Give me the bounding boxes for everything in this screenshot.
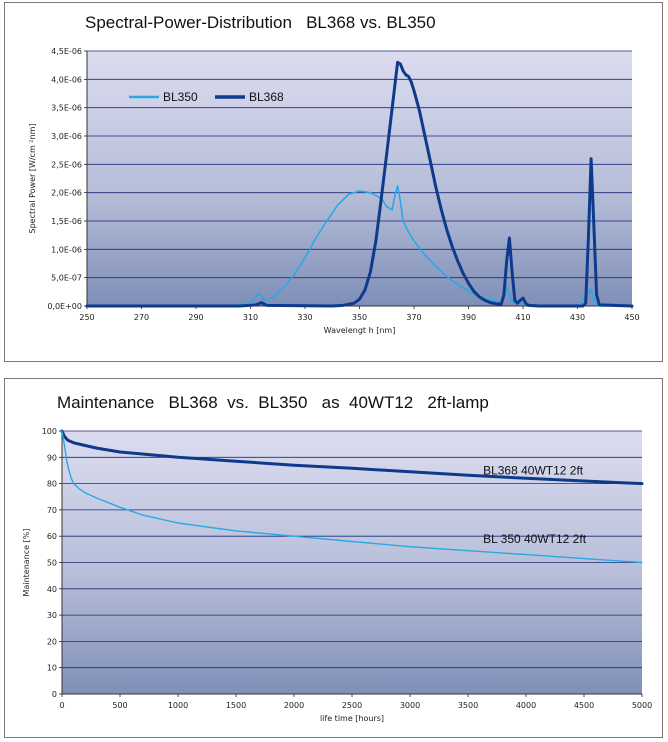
- y-tick-label: 90: [47, 453, 57, 462]
- x-tick-label: 2000: [284, 701, 304, 710]
- y-tick-label: 2,5E-06: [51, 160, 82, 169]
- x-tick-label: 3500: [458, 701, 478, 710]
- spectral-chart: 0,0E+00 5,0E-07 1,0E-06 1,5E-06 2,0E-06 2,5E-…: [28, 47, 640, 335]
- spectral-chart-panel: Spectral-Power-Distribution BL368 vs. BL…: [4, 2, 663, 362]
- series-annotation: BL 350 40WT12 2ft: [483, 532, 587, 546]
- y-tick-label: 4,5E-06: [51, 47, 82, 56]
- y-tick-label: 3,5E-06: [51, 104, 82, 113]
- y-axis-label: Maintenance [%]: [22, 529, 31, 597]
- x-tick-label: 270: [134, 313, 149, 322]
- x-tick-label: 290: [188, 313, 203, 322]
- y-tick-label: 40: [47, 585, 57, 594]
- y-tick-label: 1,0E-06: [51, 245, 82, 254]
- series-line-bl368: [85, 60, 634, 308]
- y-tick-label: 1,5E-06: [51, 217, 82, 226]
- y-tick-label: 4,0E-06: [51, 75, 82, 84]
- y-tick-label: 10: [47, 664, 57, 673]
- y-tick-label: 0,0E+00: [47, 302, 82, 311]
- x-tick-label: 3000: [400, 701, 420, 710]
- y-tick-label: 70: [47, 506, 57, 515]
- series-line-bl368-40wt12-2ft: [60, 429, 644, 486]
- chart-title: Maintenance BL368 vs. BL350 as 40WT12 2f…: [57, 393, 489, 412]
- y-tick-label: 5,0E-07: [51, 274, 82, 283]
- x-tick-label: 250: [79, 313, 94, 322]
- x-tick-label: 450: [624, 313, 639, 322]
- x-tick-label: 390: [461, 313, 476, 322]
- x-tick-label: 500: [112, 701, 127, 710]
- legend-label: BL368: [249, 90, 284, 104]
- x-tick-label: 5000: [632, 701, 652, 710]
- x-tick-label: 310: [243, 313, 258, 322]
- x-tick-label: 1500: [226, 701, 246, 710]
- chart-title: Spectral-Power-Distribution BL368 vs. BL…: [85, 13, 436, 32]
- y-tick-label: 50: [47, 559, 57, 568]
- y-tick-label: 100: [42, 427, 57, 436]
- x-tick-label: 4500: [574, 701, 594, 710]
- series-annotation: BL368 40WT12 2ft: [483, 463, 584, 477]
- x-tick-label: 2500: [342, 701, 362, 710]
- y-tick-label: 60: [47, 532, 57, 541]
- x-axis-label: Wavelengt h [nm]: [324, 326, 396, 335]
- x-tick-label: 410: [515, 313, 530, 322]
- y-tick-label: 30: [47, 611, 57, 620]
- legend-label: BL350: [163, 90, 198, 104]
- y-tick-label: 3,0E-06: [51, 132, 82, 141]
- y-tick-label: 2,0E-06: [51, 189, 82, 198]
- x-tick-label: 4000: [516, 701, 536, 710]
- x-tick-label: 0: [59, 701, 64, 710]
- y-tick-label: 0: [52, 690, 57, 699]
- y-axis-label: Spectral Power [W/cm ²nm]: [28, 124, 37, 234]
- series-line-bl-350-40wt12-2ft: [61, 430, 643, 564]
- plot-area: [87, 51, 632, 306]
- x-tick-label: 1000: [168, 701, 188, 710]
- x-tick-label: 430: [570, 313, 585, 322]
- x-tick-label: 330: [297, 313, 312, 322]
- x-tick-label: 370: [406, 313, 421, 322]
- y-tick-label: 20: [47, 637, 57, 646]
- x-axis-label: life time [hours]: [320, 714, 384, 723]
- x-tick-label: 350: [352, 313, 367, 322]
- maintenance-chart-panel: Maintenance BL368 vs. BL350 as 40WT12 2f…: [4, 378, 663, 738]
- y-tick-label: 80: [47, 480, 57, 489]
